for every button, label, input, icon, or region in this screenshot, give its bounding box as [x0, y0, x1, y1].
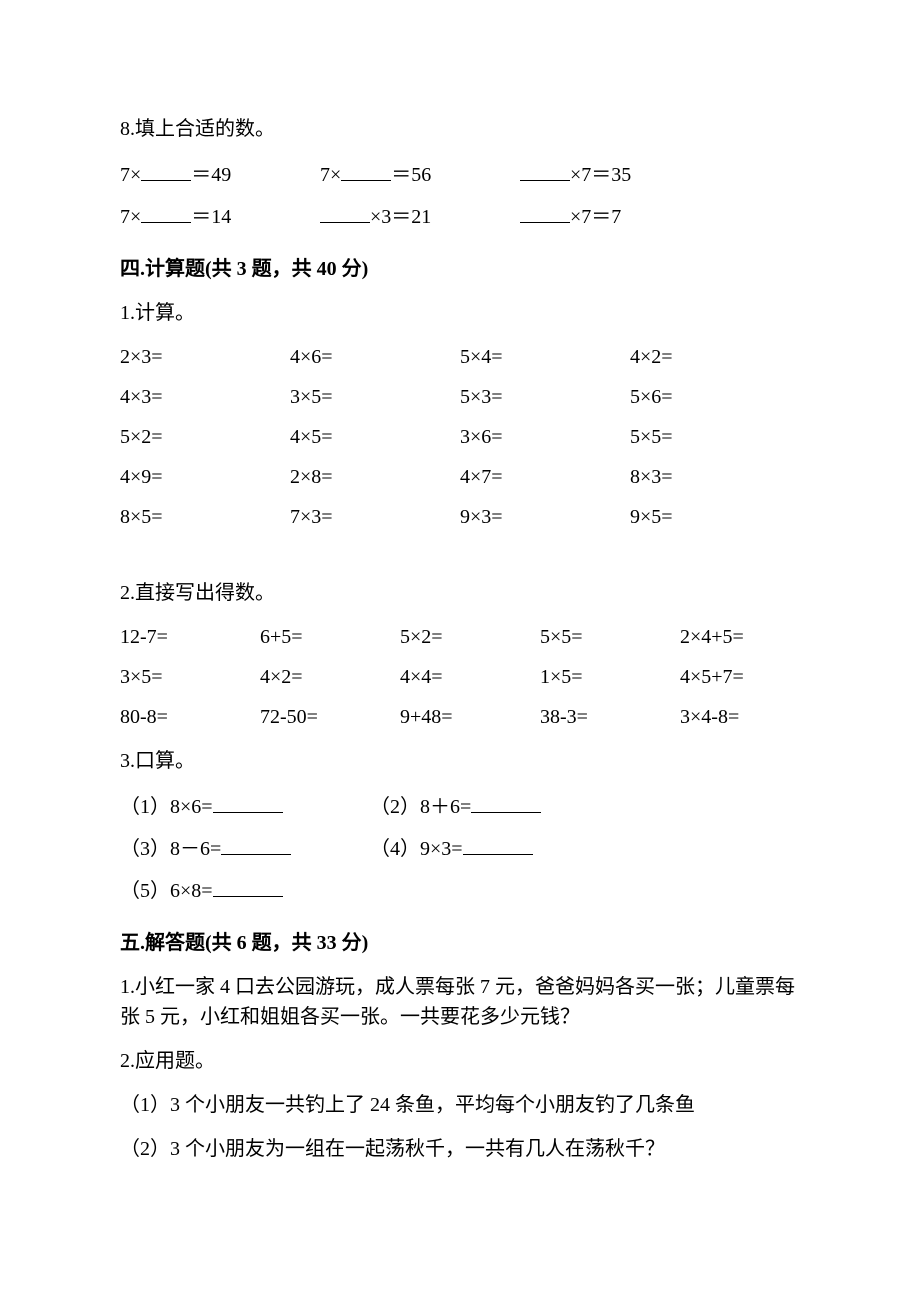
s4-q1-row: 2×3= 4×6= 5×4= 4×2=	[120, 342, 800, 372]
text: ×3＝21	[370, 206, 431, 228]
calc-cell: 9×5=	[630, 502, 800, 532]
q8-cell: ×3＝21	[320, 200, 520, 232]
blank[interactable]	[320, 200, 370, 223]
calc-cell: 3×4-8=	[680, 702, 820, 732]
text: （2）8＋6=	[370, 796, 471, 818]
blank[interactable]	[213, 874, 283, 897]
q3-cell: （2）8＋6=	[370, 790, 620, 822]
text: ×7＝35	[570, 164, 631, 186]
q8-cell: 7× ＝56	[320, 158, 520, 190]
blank[interactable]	[141, 158, 191, 181]
s4-q1-row: 4×3= 3×5= 5×3= 5×6=	[120, 382, 800, 412]
s4-q2-row: 12-7= 6+5= 5×2= 5×5= 2×4+5=	[120, 622, 800, 652]
calc-cell: 9×3=	[460, 502, 630, 532]
calc-cell: 5×4=	[460, 342, 630, 372]
section5-title: 五.解答题(共 6 题，共 33 分)	[120, 928, 800, 958]
q3-cell: （1）8×6=	[120, 790, 370, 822]
q8-row-1: 7× ＝49 7× ＝56 ×7＝35	[120, 158, 800, 190]
calc-cell: 5×5=	[540, 622, 680, 652]
s4-q3-row: （5）6×8=	[120, 874, 800, 906]
q3-cell: （5）6×8=	[120, 874, 370, 906]
calc-cell: 4×2=	[630, 342, 800, 372]
s4-q3-row: （1）8×6= （2）8＋6=	[120, 790, 800, 822]
q8-row-2: 7× ＝14 ×3＝21 ×7＝7	[120, 200, 800, 232]
calc-cell: 8×5=	[120, 502, 290, 532]
text: （1）8×6=	[120, 796, 213, 818]
s4-q1-row: 5×2= 4×5= 3×6= 5×5=	[120, 422, 800, 452]
calc-cell: 1×5=	[540, 662, 680, 692]
blank[interactable]	[213, 790, 283, 813]
calc-cell: 4×5+7=	[680, 662, 820, 692]
s4-q1-title: 1.计算。	[120, 298, 800, 328]
calc-cell: 7×3=	[290, 502, 460, 532]
calc-cell: 4×2=	[260, 662, 400, 692]
calc-cell: 12-7=	[120, 622, 260, 652]
calc-cell: 5×2=	[400, 622, 540, 652]
calc-cell: 4×5=	[290, 422, 460, 452]
calc-cell: 6+5=	[260, 622, 400, 652]
text: ＝49	[191, 164, 231, 186]
calc-cell: 2×3=	[120, 342, 290, 372]
calc-cell: 5×6=	[630, 382, 800, 412]
s5-q1b: 张 5 元，小红和姐姐各买一张。一共要花多少元钱？	[120, 1002, 800, 1032]
calc-cell: 4×3=	[120, 382, 290, 412]
calc-cell: 2×8=	[290, 462, 460, 492]
calc-cell: 3×5=	[290, 382, 460, 412]
calc-cell: 72-50=	[260, 702, 400, 732]
text: ×7＝7	[570, 206, 621, 228]
calc-cell: 9+48=	[400, 702, 540, 732]
calc-cell: 3×5=	[120, 662, 260, 692]
text: 7×	[120, 206, 141, 228]
text: ＝14	[191, 206, 231, 228]
q8-cell: ×7＝7	[520, 200, 720, 232]
calc-cell: 4×9=	[120, 462, 290, 492]
q8-cell: 7× ＝14	[120, 200, 320, 232]
calc-cell: 8×3=	[630, 462, 800, 492]
calc-cell: 5×2=	[120, 422, 290, 452]
calc-cell: 2×4+5=	[680, 622, 820, 652]
s4-q2-row: 80-8= 72-50= 9+48= 38-3= 3×4-8=	[120, 702, 800, 732]
blank[interactable]	[520, 200, 570, 223]
s5-q2b: （2）3 个小朋友为一组在一起荡秋千，一共有几人在荡秋千？	[120, 1134, 800, 1164]
q3-cell: （4）9×3=	[370, 832, 620, 864]
calc-cell: 4×4=	[400, 662, 540, 692]
s4-q2-row: 3×5= 4×2= 4×4= 1×5= 4×5+7=	[120, 662, 800, 692]
calc-cell: 4×6=	[290, 342, 460, 372]
calc-cell: 3×6=	[460, 422, 630, 452]
section4-title: 四.计算题(共 3 题，共 40 分)	[120, 254, 800, 284]
calc-cell: 5×3=	[460, 382, 630, 412]
s4-q1-row: 8×5= 7×3= 9×3= 9×5=	[120, 502, 800, 532]
s4-q3-title: 3.口算。	[120, 746, 800, 776]
text: 7×	[120, 164, 141, 186]
s4-q2-title: 2.直接写出得数。	[120, 578, 800, 608]
blank[interactable]	[471, 790, 541, 813]
s4-q3-row: （3）8－6= （4）9×3=	[120, 832, 800, 864]
s5-q1a: 1.小红一家 4 口去公园游玩，成人票每张 7 元，爸爸妈妈各买一张；儿童票每	[120, 972, 800, 1002]
calc-cell: 38-3=	[540, 702, 680, 732]
q8-cell: 7× ＝49	[120, 158, 320, 190]
blank[interactable]	[341, 158, 391, 181]
text: （5）6×8=	[120, 880, 213, 902]
calc-cell: 5×5=	[630, 422, 800, 452]
blank[interactable]	[463, 832, 533, 855]
s5-q2: 2.应用题。	[120, 1046, 800, 1076]
q8-cell: ×7＝35	[520, 158, 720, 190]
text: 7×	[320, 164, 341, 186]
text: （3）8－6=	[120, 838, 221, 860]
calc-cell: 4×7=	[460, 462, 630, 492]
q8-title: 8.填上合适的数。	[120, 114, 800, 144]
q3-cell: （3）8－6=	[120, 832, 370, 864]
blank[interactable]	[221, 832, 291, 855]
text: ＝56	[391, 164, 431, 186]
s4-q1-row: 4×9= 2×8= 4×7= 8×3=	[120, 462, 800, 492]
s5-q2a: （1）3 个小朋友一共钓上了 24 条鱼，平均每个小朋友钓了几条鱼	[120, 1090, 800, 1120]
blank[interactable]	[141, 200, 191, 223]
calc-cell: 80-8=	[120, 702, 260, 732]
text: （4）9×3=	[370, 838, 463, 860]
blank[interactable]	[520, 158, 570, 181]
